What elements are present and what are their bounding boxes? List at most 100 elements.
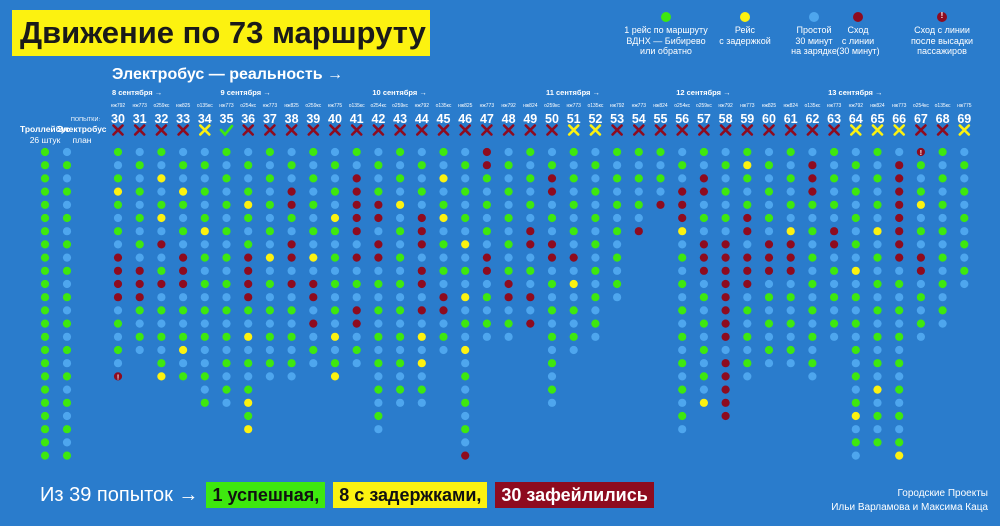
attempt-46-dot	[461, 411, 470, 421]
attempt-number: 56	[675, 112, 689, 126]
attempt-47-dot	[482, 319, 491, 328]
attempt-63-dot	[830, 332, 839, 341]
bus-number-label: о135кс	[935, 103, 951, 109]
attempt-47-dot	[482, 147, 491, 157]
attempt-43-dot	[396, 293, 405, 302]
bus-number-label: нж825	[762, 103, 777, 109]
attempt-48-dot	[504, 187, 513, 196]
attempt-65-dot	[873, 306, 882, 315]
attempt-52-dot	[591, 161, 600, 170]
bus-number-label: о259кс	[696, 103, 712, 109]
attempt-65-dot	[873, 147, 882, 157]
attempt-48-dot	[504, 306, 513, 315]
attempt-56-dot	[678, 200, 687, 209]
attempt-57-dot	[699, 240, 709, 249]
attempt-58-dot	[721, 240, 730, 249]
ebus-plan-dot	[62, 293, 72, 302]
attempt-41-dot	[352, 359, 361, 368]
attempt-36-dot	[244, 372, 253, 381]
attempt-33-dot	[179, 293, 188, 302]
ebus-plan-dot	[62, 187, 72, 196]
attempt-50-dot	[547, 332, 557, 341]
attempt-30-dot	[113, 306, 123, 315]
attempt-37-dot	[265, 147, 274, 157]
attempt-43-dot	[396, 174, 405, 183]
attempt-number: 64	[849, 112, 863, 126]
ebus-plan-dot	[62, 385, 72, 394]
attempt-61-dot	[786, 187, 795, 196]
attempt-57-dot	[699, 398, 709, 407]
attempt-48-dot	[504, 319, 513, 328]
attempt-46-dot	[461, 345, 470, 355]
cross-icon	[654, 124, 667, 136]
attempt-56-dot	[678, 174, 687, 183]
summary-bar: Из 39 попыток → 1 успешная, 8 с задержка…	[40, 482, 662, 508]
cross-icon	[936, 124, 949, 136]
cross-icon	[481, 124, 493, 136]
attempt-36-dot	[244, 200, 253, 209]
attempt-number: 62	[805, 112, 819, 126]
cross-icon	[546, 124, 558, 136]
attempt-67-dot	[916, 332, 926, 341]
date-header: 12 сентября →	[676, 88, 730, 97]
attempt-65-dot	[873, 293, 882, 302]
attempt-64-dot	[851, 279, 860, 289]
attempt-36-dot	[244, 213, 253, 223]
attempt-47-dot	[482, 174, 491, 183]
attempt-31-dot	[135, 306, 144, 315]
attempt-39-dot	[309, 266, 318, 275]
attempt-40-dot	[330, 359, 340, 368]
attempt-66-dot	[895, 187, 904, 196]
bus-number-label: о135кс	[349, 103, 365, 109]
attempt-39-dot	[309, 332, 318, 341]
ebus-plan-dot	[62, 372, 72, 381]
attempt-34-dot	[200, 332, 209, 341]
attempt-48-dot	[504, 240, 513, 249]
attempt-62-dot	[808, 253, 817, 262]
attempt-65-dot	[873, 398, 882, 407]
attempt-65-dot	[873, 438, 882, 447]
attempt-37-dot	[265, 372, 274, 381]
attempt-56-dot	[678, 240, 687, 249]
attempt-56-dot	[678, 266, 687, 275]
attempt-52-dot	[591, 213, 600, 223]
attempt-64-dot	[851, 319, 860, 328]
attempt-47-dot	[482, 240, 491, 249]
ebus-plan-dot	[62, 438, 72, 447]
attempt-48-dot	[504, 147, 513, 157]
attempt-43-dot	[396, 332, 405, 341]
attempt-42-dot	[374, 213, 383, 223]
date-header: 13 сентября →	[828, 88, 882, 97]
attempt-61-dot	[786, 359, 795, 368]
cross-icon	[915, 124, 927, 136]
attempt-42-dot	[374, 359, 383, 368]
attempt-56-dot	[678, 293, 687, 302]
bus-number-label: нж773	[263, 103, 278, 109]
attempt-66-dot	[895, 240, 904, 249]
attempt-38-dot	[287, 227, 296, 236]
attempt-32-dot	[157, 359, 166, 368]
attempt-43-dot	[396, 345, 405, 355]
attempt-64-dot	[851, 293, 860, 302]
trolleybus-plan-dot	[40, 345, 50, 355]
attempt-34-dot	[200, 385, 209, 394]
attempt-39-dot	[309, 306, 318, 315]
legend-text-delay: Рейс с задержкой	[719, 25, 771, 46]
attempt-47-dot	[482, 200, 491, 209]
legend-item-delay: Рейс с задержкой	[714, 12, 776, 46]
attempt-number: 54	[632, 112, 646, 126]
attempt-51-dot	[569, 345, 578, 355]
attempt-63-dot	[830, 187, 839, 196]
attempt-66-dot	[895, 200, 904, 209]
attempt-67-dot	[916, 213, 926, 223]
attempt-61-dot	[786, 293, 795, 302]
attempt-52-dot	[591, 253, 600, 262]
attempt-44-dot	[417, 306, 426, 315]
attempt-66-dot	[895, 306, 904, 315]
attempt-33-dot	[179, 279, 188, 289]
attempt-65-dot	[873, 332, 882, 341]
attempt-56-dot	[678, 398, 687, 407]
attempt-40-dot	[330, 227, 340, 236]
attempt-66-dot	[895, 332, 904, 341]
attempt-67-dot	[916, 200, 926, 209]
